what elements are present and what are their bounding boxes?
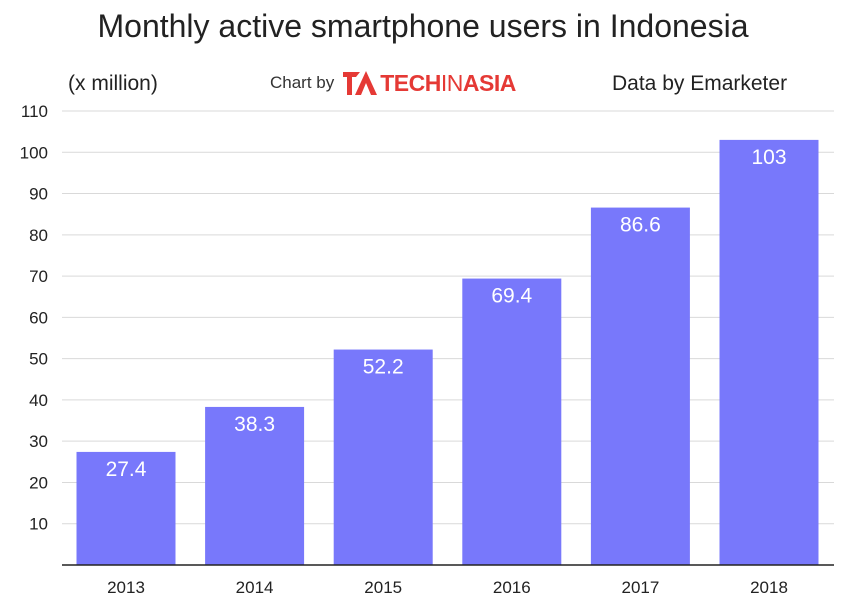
y-tick-label: 80 [29,226,48,245]
x-tick-label: 2013 [107,578,145,597]
credit-prefix: Chart by [270,73,335,92]
x-tick-label: 2016 [493,578,531,597]
y-tick-label: 20 [29,473,48,492]
chart-credit: Chart by TECHINASIA [270,68,516,98]
bar [76,451,176,565]
bar-data-label: 86.6 [620,214,661,237]
y-tick-label: 60 [29,308,48,327]
y-tick-label: 40 [29,391,48,410]
bar-data-label: 27.4 [106,458,147,481]
logo-tech: TECH [380,69,441,96]
bar [462,278,562,565]
unit-label: (x million) [68,72,158,95]
bar [333,349,433,565]
logo-in: IN [440,69,464,96]
bar-data-label: 69.4 [491,285,532,308]
bar-data-label: 38.3 [234,413,275,436]
bar [719,139,819,565]
bar-data-label: 103 [751,146,786,169]
x-tick-label: 2015 [364,578,402,597]
x-tick-label: 2017 [621,578,659,597]
techinasia-logo-icon [343,71,378,95]
y-tick-label: 30 [29,432,48,451]
x-tick-label: 2014 [236,578,274,597]
y-tick-label: 50 [29,350,48,369]
y-tick-label: 90 [29,185,48,204]
bar [205,406,305,565]
x-tick-label: 2018 [750,578,788,597]
logo-asia: ASIA [462,69,516,96]
y-tick-label: 70 [29,267,48,286]
y-tick-label: 110 [21,102,48,121]
y-tick-label: 100 [20,143,48,162]
bar [590,207,690,565]
techinasia-logo-text: TECHINASIA [380,70,516,97]
data-source: Data by Emarketer [612,72,788,95]
y-tick-label: 10 [29,515,48,534]
chart-title: Monthly active smartphone users in Indon… [97,8,749,44]
bar-data-label: 52.2 [363,356,404,379]
